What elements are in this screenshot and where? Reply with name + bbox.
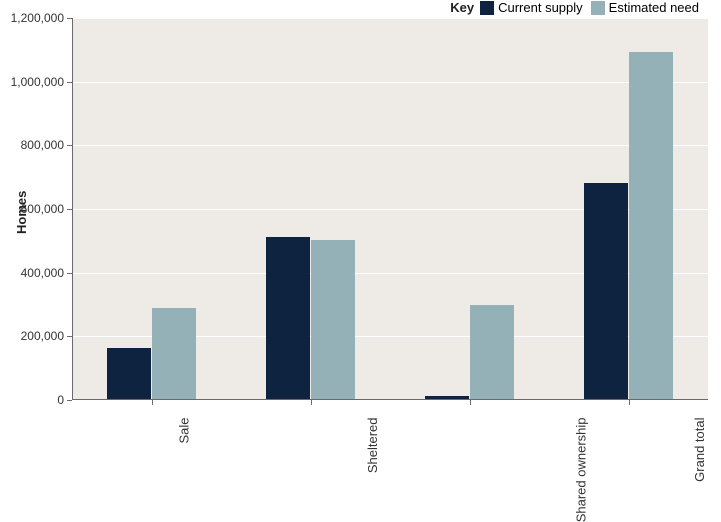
ytick-label: 0 [0,393,64,407]
bar [107,348,152,399]
ytick-mark [67,273,72,274]
plot-area [72,18,708,400]
legend-label-1: Estimated need [609,0,699,15]
gridline [72,82,708,83]
legend-swatch-0 [480,1,494,15]
ytick-mark [67,18,72,19]
chart-legend: Key Current supply Estimated need [450,0,707,15]
y-axis-line [72,18,73,400]
ytick-mark [67,82,72,83]
ytick-label: 800,000 [0,138,64,152]
bar [311,240,356,399]
housing-chart: Key Current supply Estimated need Homes … [0,0,721,503]
bar [584,183,629,399]
bar [629,52,674,399]
ytick-label: 400,000 [0,266,64,280]
bar [470,305,515,399]
xtick-label: Grand total [691,418,706,482]
xtick-label: Sale [176,418,191,444]
xtick-mark [470,400,471,405]
gridline [72,145,708,146]
ytick-mark [67,145,72,146]
legend-swatch-1 [591,1,605,15]
ytick-mark [67,400,72,401]
xtick-mark [152,400,153,405]
ytick-label: 200,000 [0,329,64,343]
ytick-label: 1,200,000 [0,11,64,25]
legend-title: Key [450,0,474,15]
bar [425,396,470,399]
bar [152,308,197,399]
ytick-mark [67,336,72,337]
ytick-mark [67,209,72,210]
legend-item-1: Estimated need [591,0,699,15]
xtick-mark [629,400,630,405]
gridline [72,18,708,19]
ytick-label: 600,000 [0,202,64,216]
legend-item-0: Current supply [480,0,583,15]
ytick-label: 1,000,000 [0,75,64,89]
xtick-mark [311,400,312,405]
xtick-label: Shared ownership [573,418,588,522]
bar [266,237,311,399]
xtick-label: Sheltered [365,418,380,474]
legend-label-0: Current supply [498,0,583,15]
